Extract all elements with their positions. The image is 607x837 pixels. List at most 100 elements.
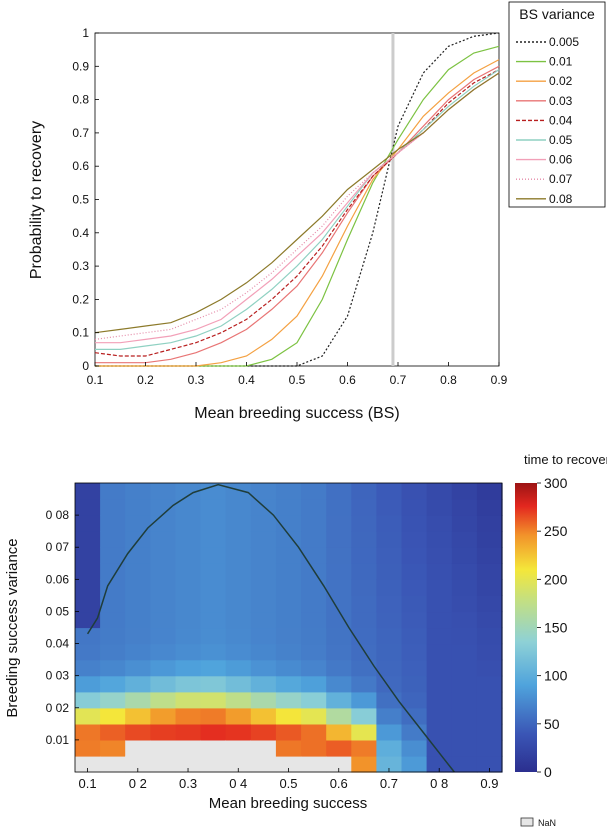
heatmap-cell — [426, 643, 453, 661]
heatmap-cell — [125, 627, 151, 645]
heatmap-cell — [200, 627, 227, 645]
heatmap-cell — [301, 675, 327, 693]
heatmap-cell — [125, 675, 151, 693]
heatmap-cell — [200, 723, 227, 741]
heatmap-cell — [401, 643, 428, 661]
heatmap-cell — [225, 579, 252, 596]
heatmap-cell — [476, 675, 503, 693]
heatmap-cell — [250, 755, 277, 773]
heatmap-cell — [75, 515, 101, 532]
heatmap-cell — [376, 483, 403, 500]
heatmap-cell — [301, 755, 327, 773]
heatmap-cell — [175, 627, 202, 645]
heatmap-cell — [150, 611, 177, 629]
heatmap-cell — [401, 547, 428, 564]
heatmap-cell — [275, 739, 302, 757]
top-y-tick-labels: 0 0.1 0.2 0.3 0.4 0.5 0.6 0.7 0.8 0.9 1 — [72, 26, 99, 373]
heatmap-cell — [200, 659, 227, 677]
heatmap-cell — [150, 707, 177, 725]
heatmap-cell — [476, 531, 503, 548]
heatmap-cell — [476, 595, 503, 613]
y-tick-label: 0 08 — [46, 508, 70, 522]
heatmap-cell — [150, 739, 177, 757]
heatmap-cell — [75, 595, 101, 613]
heatmap-cell — [401, 515, 428, 532]
heatmap-cell — [326, 563, 352, 580]
heatmap-cell — [225, 563, 252, 580]
heatmap-cell — [301, 659, 327, 677]
heatmap-cell — [175, 483, 202, 500]
heatmap-cell — [250, 611, 277, 629]
y-tick-label: 0 03 — [46, 669, 70, 683]
heatmap-cell — [100, 739, 126, 757]
heatmap-cell — [376, 643, 403, 661]
colorbar-tick-label: 250 — [544, 523, 568, 539]
heatmap-cell — [401, 675, 428, 693]
heatmap-cell — [301, 643, 327, 661]
heatmap-cell — [100, 579, 126, 596]
legend-label-0.03: 0.03 — [549, 94, 573, 108]
heatmap-cell — [100, 595, 126, 613]
heatmap-cell — [476, 515, 503, 532]
heatmap-cell — [351, 563, 377, 580]
heatmap-cell — [351, 659, 377, 677]
heatmap-cell — [200, 707, 227, 725]
heatmap-cell — [401, 595, 428, 613]
heatmap-cell — [351, 531, 377, 548]
heatmap-cell — [476, 755, 503, 773]
y-tick-label: 0 — [82, 359, 89, 373]
heatmap-cell — [301, 707, 327, 725]
heatmap-cell — [351, 675, 377, 693]
heatmap-cell — [451, 515, 478, 532]
x-tick-label: 0.1 — [87, 373, 104, 387]
colorbar-tick-label: 0 — [544, 764, 552, 780]
heatmap-cell — [451, 627, 478, 645]
heatmap-cell — [376, 611, 403, 629]
heatmap-cell — [301, 723, 327, 741]
heatmap-cell — [75, 707, 101, 725]
heatmap-cell — [275, 691, 302, 709]
heatmap-cell — [150, 723, 177, 741]
heatmap-cell — [75, 483, 101, 500]
top-x-axis-label: Mean breeding success (BS) — [194, 405, 399, 422]
heatmap-cell — [175, 707, 202, 725]
heatmap-cell — [301, 611, 327, 629]
legend-label-0.01: 0.01 — [549, 55, 573, 69]
heatmap-cell — [200, 547, 227, 564]
legend-label-0.08: 0.08 — [549, 192, 573, 206]
x-tick-label: 0.5 — [289, 373, 306, 387]
heatmap-cell — [75, 659, 101, 677]
heatmap-cell — [125, 691, 151, 709]
heatmap-cell — [426, 755, 453, 773]
heatmap-cell — [100, 707, 126, 725]
heatmap-cell — [175, 723, 202, 741]
heatmap-cell — [150, 579, 177, 596]
x-tick-label: 0.7 — [380, 776, 398, 791]
x-tick-label: 0.2 — [137, 373, 154, 387]
heatmap-cell — [326, 691, 352, 709]
heatmap-cell — [125, 515, 151, 532]
x-tick-label: 0 8 — [430, 776, 448, 791]
heatmap-cell — [150, 547, 177, 564]
contour-line — [86, 483, 455, 773]
heatmap-cell — [351, 707, 377, 725]
heatmap-cell — [351, 483, 377, 500]
legend-label-0.04: 0.04 — [549, 113, 573, 127]
heatmap-cell — [75, 675, 101, 693]
y-tick-label: 0.6 — [72, 159, 89, 173]
heatmap-cell — [150, 483, 177, 500]
heatmap-cell — [376, 531, 403, 548]
heatmap-cell — [200, 563, 227, 580]
heatmap-y-tick-labels: 0.01 0 02 0 03 0.04 0 05 0.06 0 07 0 08 — [46, 508, 79, 747]
heatmap-cell — [200, 595, 227, 613]
heatmap-cell — [426, 675, 453, 693]
legend-label-0.06: 0.06 — [549, 153, 573, 167]
x-tick-label: 0.6 — [330, 776, 348, 791]
heatmap-cell — [100, 691, 126, 709]
heatmap-cell — [451, 707, 478, 725]
heatmap-cell — [351, 691, 377, 709]
heatmap-cell — [125, 547, 151, 564]
heatmap-cell — [351, 755, 377, 773]
heatmap-cell — [326, 547, 352, 564]
heatmap-cell — [326, 739, 352, 757]
